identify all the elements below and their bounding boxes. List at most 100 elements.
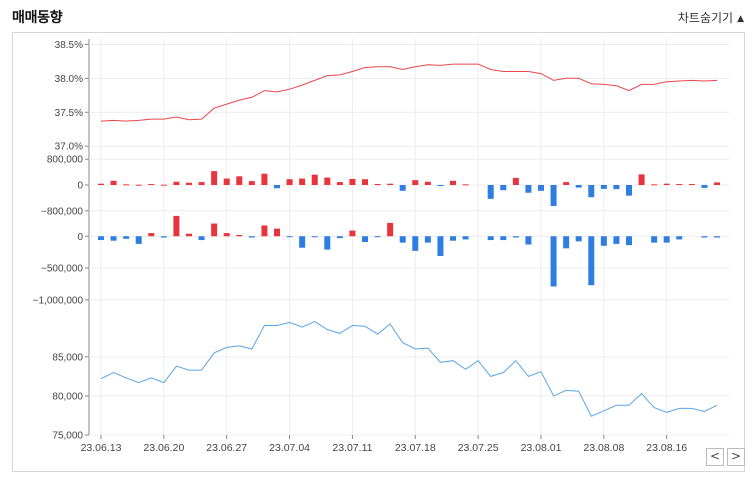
x-tick-label: 23.08.01: [521, 442, 562, 454]
foreign-net-buy-bar: [626, 185, 632, 196]
institution-net-buy-bar: [148, 233, 155, 237]
x-tick-label: 23.07.11: [332, 442, 372, 454]
institution-net-buy-bar: [135, 236, 142, 244]
foreign-net-buy-bar: [437, 185, 444, 186]
institution-net-buy-bar: [626, 236, 632, 246]
foreign-net-buy-bar: [588, 185, 595, 198]
foreign-net-buy-bar: [424, 181, 431, 185]
foreign-net-buy-bar: [663, 183, 670, 185]
institution-net-buy-bar: [110, 236, 117, 241]
foreign-net-buy-bar: [98, 183, 104, 185]
y-tick-label: −1,000,000: [33, 295, 84, 306]
y-tick-label: 75,000: [52, 431, 83, 442]
foreign-net-buy-bar: [186, 182, 192, 185]
foreign-net-buy-bar: [387, 183, 394, 185]
institution-net-buy-bar: [399, 236, 406, 243]
foreign-net-buy-bar: [538, 185, 544, 191]
institution-net-buy-bar: [450, 236, 456, 241]
foreign-net-buy-bar: [211, 171, 218, 185]
y-tick-label: 85,000: [52, 352, 83, 363]
foreign-net-buy-bar: [575, 185, 582, 188]
institution-net-buy-bar: [261, 225, 268, 237]
institution-net-buy-bar: [299, 236, 306, 248]
foreign-net-buy-bar: [286, 179, 293, 185]
x-tick-label: 23.08.08: [583, 442, 624, 454]
foreign-net-buy-bar: [512, 177, 519, 185]
institution-net-buy-bar: [563, 236, 570, 249]
y-tick-label: 37.5%: [55, 108, 83, 119]
triangle-up-icon: ▲: [737, 14, 744, 24]
hide-chart-label: 차트숨기기: [677, 11, 734, 25]
institution-net-buy-bar: [462, 236, 469, 240]
institution-net-buy-bar: [211, 223, 218, 237]
chevron-left-icon: <: [709, 449, 721, 463]
institution-net-buy-bar: [424, 236, 431, 243]
next-period-button[interactable]: >: [727, 448, 745, 466]
institution-net-buy-bar: [160, 236, 167, 238]
institution-net-buy-bar: [349, 230, 356, 237]
institution-net-buy-bar: [236, 234, 243, 237]
foreign-net-buy-bar: [563, 182, 570, 185]
foreign-net-buy-bar: [223, 178, 230, 185]
y-tick-label: −500,000: [41, 264, 83, 275]
foreign-net-buy-bar: [135, 184, 142, 186]
prev-period-button[interactable]: <: [706, 448, 724, 466]
foreign-net-buy-bar: [525, 185, 532, 193]
x-tick-label: 23.08.16: [646, 442, 687, 454]
institution-net-buy-bar: [186, 233, 192, 237]
section-header: 매매동향 차트숨기기 ▲: [0, 0, 752, 30]
institution-net-buy-bar: [336, 236, 343, 239]
section-title: 매매동향: [12, 10, 63, 26]
foreign-net-buy-bar: [374, 184, 381, 186]
institution-net-buy-bar: [525, 236, 532, 245]
chevron-right-icon: >: [730, 449, 742, 463]
y-tick-label: 0: [77, 181, 83, 192]
institution-net-buy-bar: [651, 236, 658, 243]
institution-net-buy-bar: [98, 236, 104, 241]
foreign-net-buy-bar: [148, 184, 155, 186]
foreign-net-buy-bar: [123, 184, 130, 186]
foreign-net-buy-bar: [412, 180, 419, 185]
institution-net-buy-bar: [701, 236, 708, 238]
institution-net-buy-bar: [362, 236, 368, 242]
foreign-net-buy-bar: [274, 185, 280, 189]
x-tick-label: 23.07.18: [395, 442, 436, 454]
foreign-net-buy-bar: [638, 174, 645, 185]
foreign-net-buy-bar: [550, 185, 557, 206]
y-tick-label: 0: [77, 232, 83, 243]
institution-net-buy-bar: [487, 236, 494, 241]
x-tick-label: 23.07.25: [458, 442, 499, 454]
y-tick-label: 80,000: [52, 391, 83, 402]
institution-net-buy-bar: [500, 236, 507, 241]
y-tick-label: 38.5%: [55, 40, 83, 51]
foreign-net-buy-bar: [261, 173, 268, 185]
foreign-net-buy-bar: [324, 177, 331, 185]
foreign-net-buy-bar: [613, 185, 620, 190]
institution-net-buy-bar: [123, 236, 130, 239]
foreign-net-buy-bar: [701, 185, 708, 188]
hide-chart-toggle[interactable]: 차트숨기기 ▲: [678, 9, 744, 26]
institution-net-buy-bar: [286, 236, 293, 238]
x-tick-label: 23.07.04: [269, 442, 310, 454]
foreign-net-buy-bar: [198, 182, 205, 185]
x-tick-label: 23.06.27: [206, 442, 247, 454]
foreign-net-buy-bar: [248, 181, 255, 185]
chart-svg: 38.5% 38.0% 37.5% 37.0% 800,000 0 −800,000 0 −50…: [33, 39, 729, 454]
foreign-net-buy-bar: [487, 185, 494, 199]
y-tick-label: 37.0%: [55, 142, 83, 153]
foreign-net-buy-bar: [600, 185, 607, 189]
institution-net-buy-bar: [600, 236, 607, 246]
institution-net-buy-bar: [248, 236, 255, 238]
y-tick-label: −800,000: [41, 206, 83, 217]
foreign-net-buy-bar: [462, 184, 469, 186]
institution-net-buy-bar: [198, 236, 205, 241]
trading-trend-chart: 38.5% 38.0% 37.5% 37.0% 800,000 0 −800,000 0 −50…: [12, 32, 745, 472]
foreign-net-buy-bar: [714, 182, 720, 185]
institution-net-buy-bar: [223, 233, 230, 237]
y-tick-label: 38.0%: [55, 74, 83, 85]
x-tick-label: 23.06.20: [143, 442, 184, 454]
institution-net-buy-bar: [663, 236, 670, 243]
institution-net-buy-bar: [387, 222, 394, 237]
foreign-net-buy-bar: [236, 176, 243, 185]
institution-net-buy-bar: [311, 236, 318, 238]
